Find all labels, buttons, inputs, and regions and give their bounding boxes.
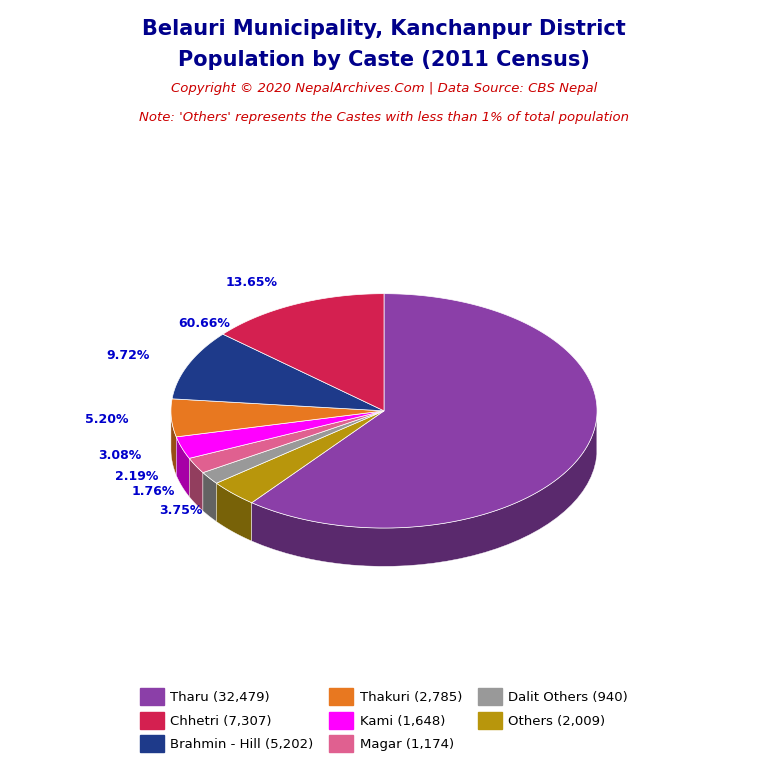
Text: 3.08%: 3.08% <box>98 449 141 462</box>
Polygon shape <box>172 334 384 411</box>
Polygon shape <box>171 399 384 437</box>
Legend: Tharu (32,479), Chhetri (7,307), Brahmin - Hill (5,202), Thakuri (2,785), Kami (: Tharu (32,479), Chhetri (7,307), Brahmin… <box>134 683 634 757</box>
Polygon shape <box>203 472 217 521</box>
Text: 5.20%: 5.20% <box>85 413 129 426</box>
Text: Population by Caste (2011 Census): Population by Caste (2011 Census) <box>178 50 590 70</box>
Polygon shape <box>217 483 252 541</box>
Polygon shape <box>252 293 597 528</box>
Text: 60.66%: 60.66% <box>179 317 230 330</box>
Text: 13.65%: 13.65% <box>226 276 278 290</box>
Text: Note: 'Others' represents the Castes with less than 1% of total population: Note: 'Others' represents the Castes wit… <box>139 111 629 124</box>
Text: 1.76%: 1.76% <box>131 485 174 498</box>
Polygon shape <box>217 411 384 503</box>
Polygon shape <box>189 458 203 511</box>
Text: Belauri Municipality, Kanchanpur District: Belauri Municipality, Kanchanpur Distric… <box>142 19 626 39</box>
Text: 2.19%: 2.19% <box>114 470 158 483</box>
Polygon shape <box>177 437 189 497</box>
Polygon shape <box>223 293 384 411</box>
Polygon shape <box>171 411 177 475</box>
Text: 3.75%: 3.75% <box>160 504 203 517</box>
Polygon shape <box>203 411 384 483</box>
Text: 9.72%: 9.72% <box>106 349 149 362</box>
Text: Copyright © 2020 NepalArchives.Com | Data Source: CBS Nepal: Copyright © 2020 NepalArchives.Com | Dat… <box>170 82 598 95</box>
Polygon shape <box>177 411 384 458</box>
Polygon shape <box>252 416 597 566</box>
Polygon shape <box>189 411 384 472</box>
